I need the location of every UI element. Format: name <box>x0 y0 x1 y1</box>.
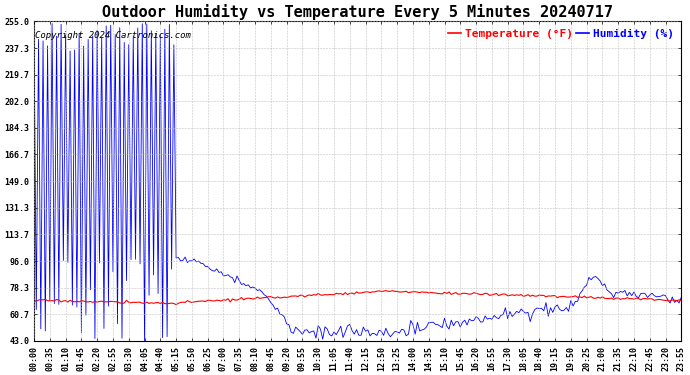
Line: Temperature (°F): Temperature (°F) <box>34 291 681 304</box>
Text: Copyright 2024 Cartronics.com: Copyright 2024 Cartronics.com <box>35 31 191 40</box>
Humidity (%) <box>88 34 97 38</box>
Humidity (%) <box>48 21 56 26</box>
Temperature (°F) <box>605 296 613 301</box>
Humidity (%) <box>578 289 586 293</box>
Humidity (%) <box>625 290 633 295</box>
Humidity (%) <box>605 290 613 294</box>
Humidity (%) <box>589 275 598 279</box>
Legend: Temperature (°F), Humidity (%): Temperature (°F), Humidity (%) <box>446 27 676 41</box>
Humidity (%) <box>677 295 685 299</box>
Temperature (°F) <box>172 302 180 307</box>
Humidity (%) <box>30 31 38 36</box>
Temperature (°F) <box>382 288 390 293</box>
Title: Outdoor Humidity vs Temperature Every 5 Minutes 20240717: Outdoor Humidity vs Temperature Every 5 … <box>102 4 613 20</box>
Temperature (°F) <box>625 296 633 301</box>
Temperature (°F) <box>677 298 685 303</box>
Temperature (°F) <box>589 296 598 300</box>
Temperature (°F) <box>30 298 38 302</box>
Temperature (°F) <box>359 290 368 295</box>
Temperature (°F) <box>86 299 95 304</box>
Humidity (%) <box>140 339 148 343</box>
Temperature (°F) <box>578 296 586 300</box>
Line: Humidity (%): Humidity (%) <box>34 24 681 341</box>
Humidity (%) <box>362 329 370 333</box>
